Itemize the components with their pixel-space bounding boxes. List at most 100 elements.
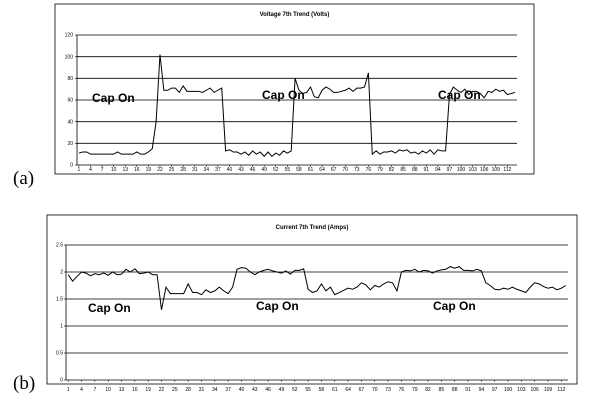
voltage-x-tick-label: 64	[319, 167, 325, 173]
panel-label-b: (b)	[13, 373, 36, 394]
voltage-x-tick-label: 52	[273, 167, 279, 173]
voltage-x-tick-label: 13	[122, 167, 128, 173]
current-x-tick-label: 97	[492, 387, 498, 393]
voltage-y-tick-label: 120	[65, 33, 74, 39]
current-x-tick-label: 91	[465, 387, 471, 393]
current-x-tick-label: 112	[557, 387, 565, 393]
voltage-x-tick-label: 25	[169, 167, 175, 173]
current-y-tick-label: 2.5	[56, 243, 63, 249]
voltage-x-tick-label: 55	[285, 167, 291, 173]
current-annotation-cap-on: Cap On	[88, 301, 131, 315]
voltage-x-tick-label: 106	[480, 167, 489, 173]
voltage-x-tick-label: 100	[457, 167, 466, 173]
current-y-tick-label: 0.5	[56, 351, 63, 357]
voltage-x-tick-label: 49	[261, 167, 267, 173]
current-x-tick-label: 19	[145, 387, 151, 393]
voltage-annotation-cap-on: Cap On	[262, 88, 305, 102]
current-x-tick-label: 109	[544, 387, 553, 393]
current-x-tick-label: 4	[80, 387, 83, 393]
current-x-tick-label: 37	[225, 387, 231, 393]
current-annotation-cap-on: Cap On	[433, 299, 476, 313]
current-x-tick-label: 49	[279, 387, 285, 393]
current-x-tick-label: 1	[67, 387, 70, 393]
voltage-x-tick-label: 112	[503, 167, 511, 173]
current-x-tick-label: 31	[199, 387, 205, 393]
voltage-y-tick-label: 100	[65, 54, 74, 60]
current-x-tick-label: 28	[185, 387, 191, 393]
current-y-tick-label: 2	[60, 270, 63, 276]
voltage-x-tick-label: 76	[366, 167, 372, 173]
current-x-tick-label: 100	[504, 387, 513, 393]
current-x-tick-label: 52	[292, 387, 298, 393]
current-x-tick-label: 103	[517, 387, 526, 393]
voltage-annotation-cap-on: Cap On	[92, 91, 135, 105]
voltage-x-tick-label: 31	[192, 167, 198, 173]
voltage-series-line	[78, 54, 516, 158]
voltage-x-tick-label: 46	[250, 167, 256, 173]
voltage-x-tick-label: 109	[492, 167, 501, 173]
voltage-x-tick-label: 43	[238, 167, 244, 173]
current-chart-frame	[46, 214, 578, 385]
voltage-x-tick-label: 37	[215, 167, 221, 173]
current-x-tick-label: 67	[359, 387, 365, 393]
voltage-x-tick-label: 94	[435, 167, 441, 173]
current-x-tick-label: 13	[119, 387, 125, 393]
voltage-x-tick-label: 79	[377, 167, 383, 173]
current-x-tick-label: 76	[399, 387, 405, 393]
voltage-y-tick-label: 60	[67, 98, 73, 104]
voltage-x-tick-label: 16	[134, 167, 140, 173]
current-x-tick-label: 82	[425, 387, 431, 393]
voltage-x-tick-label: 1	[78, 167, 81, 173]
voltage-x-tick-label: 61	[308, 167, 314, 173]
current-y-tick-label: 0	[60, 378, 63, 384]
current-x-tick-label: 34	[212, 387, 218, 393]
current-x-tick-label: 7	[93, 387, 96, 393]
current-y-tick-label: 1	[60, 324, 63, 330]
voltage-x-tick-label: 103	[468, 167, 477, 173]
voltage-x-tick-label: 10	[111, 167, 117, 173]
current-series-line	[67, 266, 567, 310]
voltage-x-tick-label: 4	[89, 167, 92, 173]
current-x-tick-label: 85	[439, 387, 445, 393]
current-x-tick-label: 58	[319, 387, 325, 393]
current-chart-title: Current 7th Trend (Amps)	[276, 225, 349, 231]
panel-label-a: (a)	[13, 168, 35, 189]
current-x-tick-label: 25	[172, 387, 178, 393]
voltage-x-tick-label: 67	[331, 167, 337, 173]
current-y-tick-label: 1.5	[56, 297, 63, 303]
current-x-tick-label: 64	[345, 387, 351, 393]
voltage-x-tick-label: 19	[146, 167, 152, 173]
voltage-x-tick-label: 97	[447, 167, 453, 173]
current-x-tick-label: 106	[531, 387, 540, 393]
current-x-tick-label: 16	[132, 387, 138, 393]
voltage-x-tick-label: 85	[400, 167, 406, 173]
current-x-tick-label: 70	[372, 387, 378, 393]
voltage-x-tick-label: 70	[342, 167, 348, 173]
voltage-y-tick-label: 40	[67, 119, 73, 125]
current-x-tick-label: 55	[305, 387, 311, 393]
current-x-tick-label: 88	[452, 387, 458, 393]
voltage-chart-title: Voltage 7th Trend (Volts)	[260, 12, 330, 18]
voltage-x-tick-label: 91	[424, 167, 430, 173]
current-x-tick-label: 22	[159, 387, 165, 393]
current-x-tick-label: 43	[252, 387, 258, 393]
current-x-tick-label: 94	[479, 387, 485, 393]
voltage-y-tick-label: 20	[67, 141, 73, 147]
current-x-tick-label: 79	[412, 387, 418, 393]
voltage-x-tick-label: 82	[389, 167, 395, 173]
voltage-annotation-cap-on: Cap On	[438, 88, 481, 102]
voltage-x-tick-label: 88	[412, 167, 418, 173]
voltage-x-tick-label: 73	[354, 167, 360, 173]
current-x-tick-label: 46	[265, 387, 271, 393]
voltage-x-tick-label: 7	[101, 167, 104, 173]
current-x-tick-label: 10	[105, 387, 111, 393]
voltage-x-tick-label: 22	[157, 167, 163, 173]
voltage-x-tick-label: 58	[296, 167, 302, 173]
current-x-tick-label: 61	[332, 387, 338, 393]
current-x-tick-label: 73	[385, 387, 391, 393]
voltage-x-tick-label: 40	[227, 167, 233, 173]
current-annotation-cap-on: Cap On	[256, 299, 299, 313]
voltage-x-tick-label: 34	[204, 167, 210, 173]
current-x-tick-label: 40	[239, 387, 245, 393]
